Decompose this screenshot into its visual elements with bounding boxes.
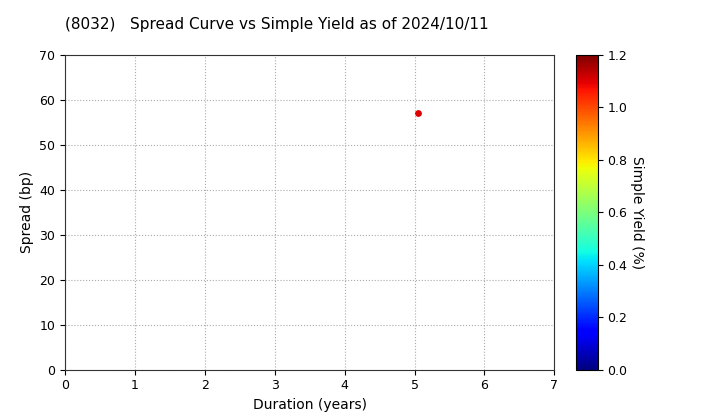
Point	[413, 110, 424, 116]
X-axis label: Duration (years): Duration (years)	[253, 398, 366, 412]
Y-axis label: Spread (bp): Spread (bp)	[19, 171, 34, 253]
Y-axis label: Simple Yield (%): Simple Yield (%)	[630, 155, 644, 269]
Text: (8032)   Spread Curve vs Simple Yield as of 2024/10/11: (8032) Spread Curve vs Simple Yield as o…	[65, 17, 488, 32]
